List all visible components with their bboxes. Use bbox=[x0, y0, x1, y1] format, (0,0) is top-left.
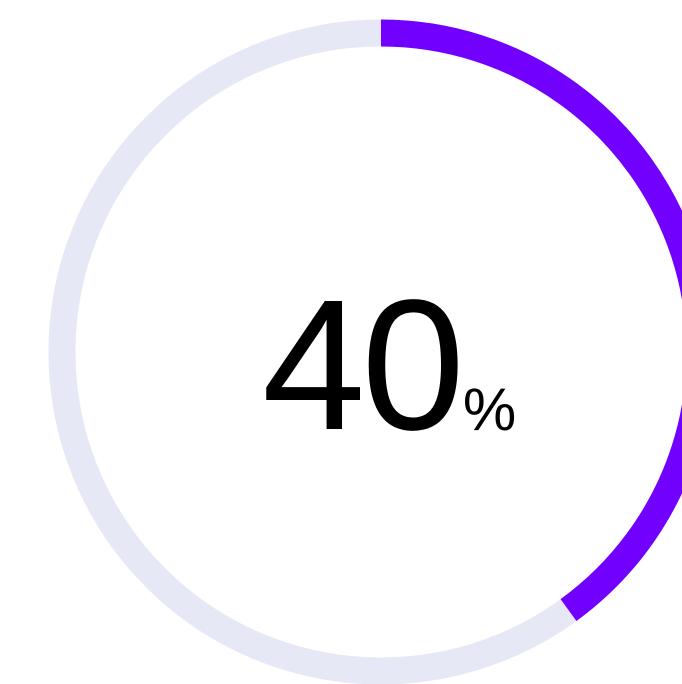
progress-percent-unit: % bbox=[462, 376, 517, 443]
progress-value: 40% bbox=[262, 262, 517, 469]
progress-ring-fill bbox=[380, 19, 682, 621]
progress-percent-number: 40 bbox=[262, 262, 465, 469]
